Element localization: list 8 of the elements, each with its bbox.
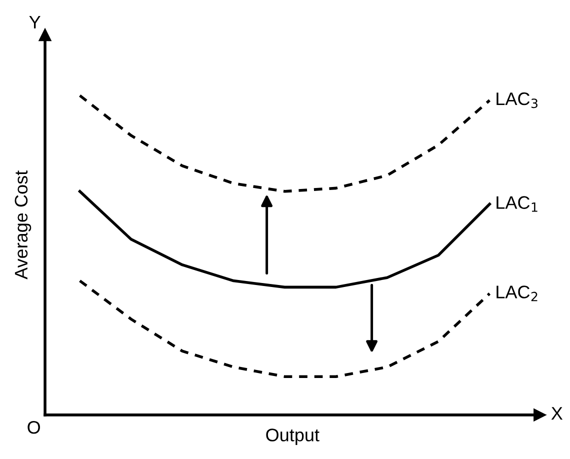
text: Y [29,16,40,28]
series-label: LAC$_{2}$ [496,286,538,302]
text: O [28,420,40,434]
text: X [551,407,563,420]
series-label: LAC$_{3}$ [496,92,538,108]
x-axis-title: Output [266,428,320,445]
y-axis-title: Average Cost [14,170,32,280]
series-label: LAC$_{1}$ [496,196,538,212]
